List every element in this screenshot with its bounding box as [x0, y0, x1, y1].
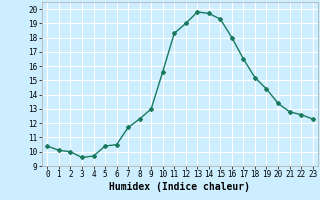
X-axis label: Humidex (Indice chaleur): Humidex (Indice chaleur): [109, 182, 251, 192]
